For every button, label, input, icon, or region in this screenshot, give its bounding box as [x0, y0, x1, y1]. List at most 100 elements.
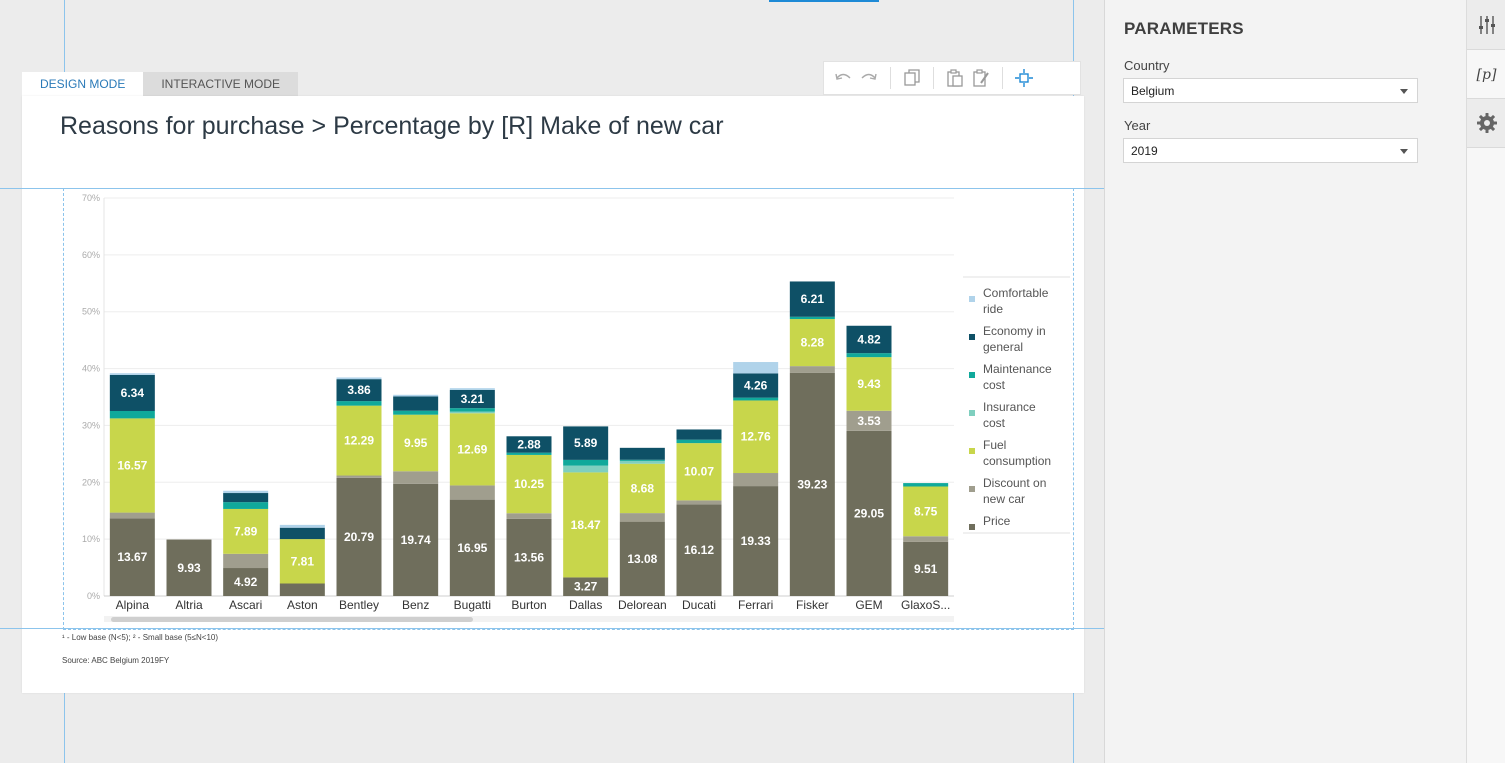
bar-segment	[676, 443, 722, 501]
data-label: 12.69	[457, 442, 487, 456]
bar-segment	[449, 411, 495, 414]
paste-format-button[interactable]	[968, 65, 994, 91]
country-label: Country	[1124, 58, 1170, 73]
x-tick-label: Dallas	[569, 598, 602, 612]
legend-label: Fuel consumption	[983, 438, 1051, 468]
stacked-bar-chart[interactable]: 0% 10% 20% 30% 40% 50% 60% 70% 13.67 16.57 6.34 Alp…	[22, 96, 1084, 693]
bar-segment	[846, 353, 892, 358]
bar-segment	[789, 316, 835, 320]
year-select[interactable]: 2019	[1123, 138, 1418, 163]
y-tick-label: 60%	[82, 250, 100, 260]
chevron-down-icon	[1400, 89, 1408, 94]
bar-segment	[449, 389, 495, 409]
bar-segment	[506, 454, 552, 514]
data-label: 39.23	[797, 477, 827, 491]
p-rail-button[interactable]: [p]	[1467, 60, 1505, 90]
data-label: 16.12	[684, 543, 714, 557]
bar-segment	[903, 486, 949, 537]
bar-segment	[393, 483, 439, 596]
bar-segment	[109, 373, 155, 375]
data-label: 3.27	[574, 580, 598, 594]
legend-label: Maintenance cost	[983, 362, 1052, 392]
chart-scrollbar-thumb	[111, 617, 473, 622]
bar-segment	[279, 527, 325, 540]
bar-segment	[449, 413, 495, 486]
toolbar-separator	[890, 67, 891, 89]
legend-label: Economy in general	[983, 324, 1046, 354]
redo-icon	[861, 73, 877, 80]
guide-line-bottom	[0, 628, 1104, 629]
legend-label: Price	[983, 514, 1011, 528]
active-tab-indicator	[769, 0, 879, 2]
bar-segment	[846, 357, 892, 411]
bar-segment	[336, 377, 382, 380]
bar-segment	[676, 504, 722, 596]
data-label: 8.75	[914, 504, 938, 518]
bar-segment	[733, 397, 779, 401]
bar-segment	[676, 500, 722, 505]
data-label: 9.93	[177, 561, 201, 575]
gear-icon	[1476, 113, 1497, 133]
bar-segment	[619, 460, 665, 464]
bar-segment	[506, 518, 552, 596]
data-label: 10.07	[684, 465, 714, 479]
data-label: 16.57	[117, 458, 147, 472]
legend-swatch	[969, 448, 975, 454]
y-tick-label: 30%	[82, 420, 100, 430]
bar-segment	[393, 394, 439, 397]
settings-rail-button[interactable]	[1467, 98, 1505, 148]
bar-segment	[846, 410, 892, 431]
tab-design-mode[interactable]: DESIGN MODE	[22, 72, 144, 96]
bar-segment	[109, 512, 155, 519]
data-label: 10.25	[514, 477, 544, 491]
data-label: 4.92	[234, 575, 258, 589]
bar-segment	[733, 486, 779, 596]
data-label: 7.89	[234, 524, 258, 538]
bar-segment	[449, 485, 495, 500]
country-value: Belgium	[1131, 84, 1175, 98]
year-value: 2019	[1131, 144, 1158, 158]
bar-segment	[619, 459, 665, 461]
bar-segment	[789, 366, 835, 373]
y-tick-label: 70%	[82, 193, 100, 203]
data-label: 4.26	[744, 379, 768, 393]
bar-segment	[563, 426, 609, 460]
bar-segment	[449, 388, 495, 390]
bar-segment	[393, 410, 439, 415]
bar-segment	[336, 401, 382, 406]
data-label: 9.43	[857, 377, 881, 391]
paste-icon	[947, 69, 963, 87]
y-tick-label: 50%	[82, 307, 100, 317]
mode-tabs: DESIGN MODE INTERACTIVE MODE	[22, 72, 299, 96]
copy-button[interactable]	[899, 65, 925, 91]
x-tick-label: Ferrari	[738, 598, 773, 612]
data-label: 9.95	[404, 436, 428, 450]
data-label: 13.56	[514, 550, 544, 564]
x-tick-label: Aston	[287, 598, 318, 612]
paste-button[interactable]	[942, 65, 968, 91]
y-tick-label: 10%	[82, 534, 100, 544]
chart-scrollbar-track	[104, 616, 954, 622]
legend-label: Insurance cost	[983, 400, 1036, 430]
bar-segment	[223, 508, 269, 554]
bar-segment	[449, 499, 495, 596]
bar-segment	[336, 405, 382, 476]
tab-interactive-mode[interactable]: INTERACTIVE MODE	[143, 72, 299, 96]
bar-segment	[903, 541, 949, 596]
country-select[interactable]: Belgium	[1123, 78, 1418, 103]
undo-button[interactable]	[830, 65, 856, 91]
select-frame-button[interactable]	[1011, 65, 1037, 91]
toolbar-separator	[933, 67, 934, 89]
bar-segment	[166, 539, 212, 596]
bar-segment	[846, 325, 892, 354]
redo-button[interactable]	[856, 65, 882, 91]
bar-segment	[279, 524, 325, 528]
bar-segment	[733, 473, 779, 487]
x-tick-label: Bentley	[339, 598, 379, 612]
bar-segment	[733, 400, 779, 474]
parameters-rail-button[interactable]	[1467, 0, 1505, 50]
bar-segment	[223, 490, 269, 494]
bar-segment	[223, 553, 269, 569]
legend-swatch	[969, 410, 975, 416]
x-tick-label: Bugatti	[454, 598, 491, 612]
